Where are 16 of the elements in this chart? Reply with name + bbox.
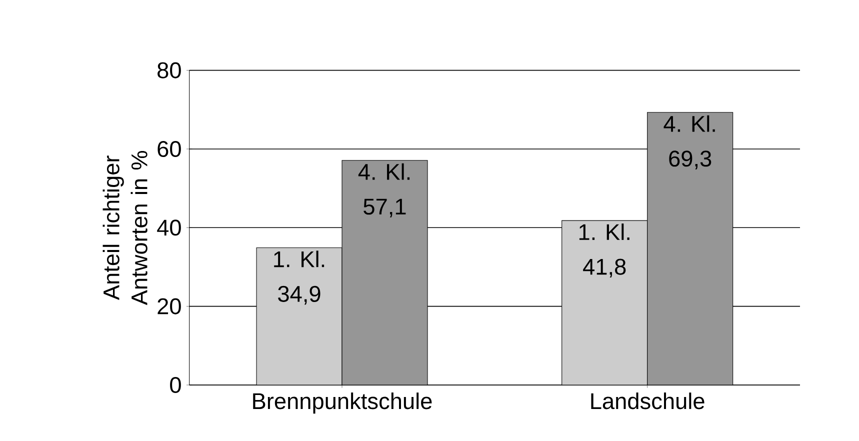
text: 1. Kl. bbox=[579, 224, 630, 240]
y-axis-title: Anteil richtiger Antworten in % bbox=[102, 151, 148, 306]
text: 4. Kl. bbox=[664, 115, 715, 132]
y-tick-label: 20 bbox=[158, 298, 181, 314]
x-tick-label: Landschule bbox=[591, 392, 704, 410]
data-label: 69,3 bbox=[669, 150, 712, 170]
series-label: 4. Kl. bbox=[358, 163, 410, 180]
y-tick-label: 0 bbox=[170, 376, 181, 394]
series-label: 1. Kl. bbox=[274, 250, 324, 268]
x-tick-label: Brennpunktschule bbox=[253, 392, 432, 414]
data-label: 34,9 bbox=[278, 286, 320, 305]
y-tick-label: 40 bbox=[157, 220, 181, 236]
data-label: 57,1 bbox=[364, 198, 406, 218]
y-tick-label: 60 bbox=[158, 140, 181, 158]
y-tick-label: 80 bbox=[158, 62, 181, 78]
data-label: 41,8 bbox=[583, 258, 626, 278]
